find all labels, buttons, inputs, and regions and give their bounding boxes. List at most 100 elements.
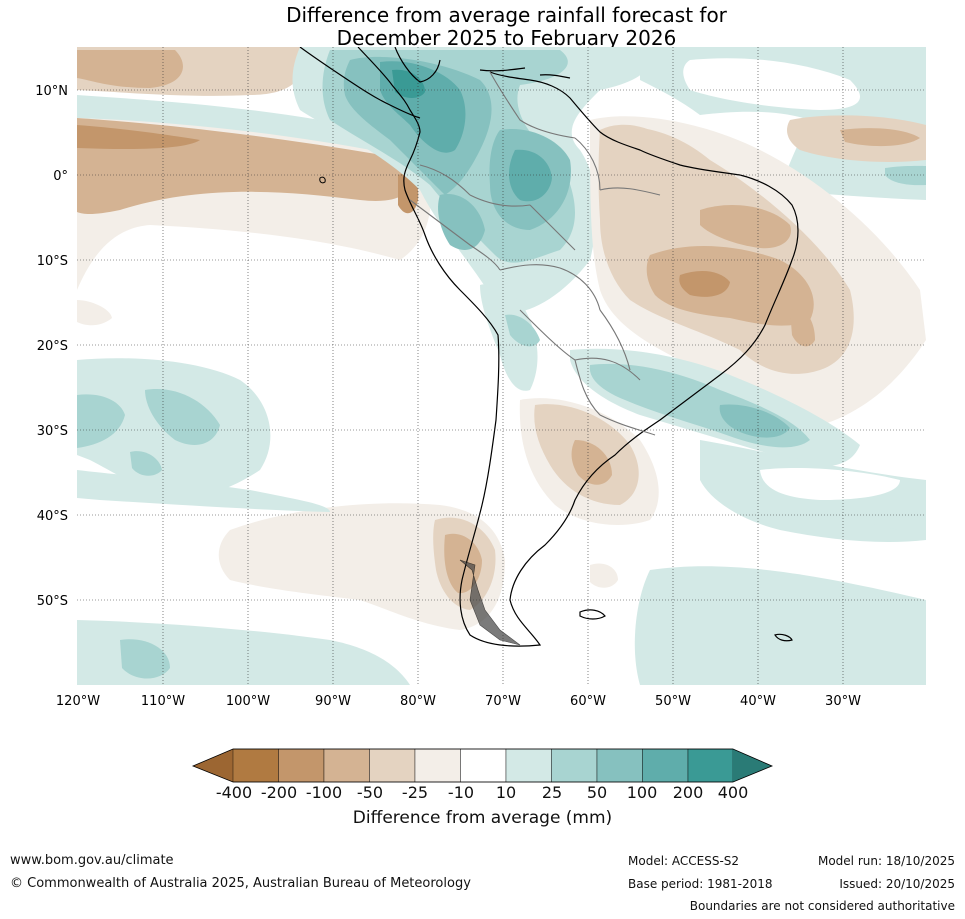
anomaly-wet-southern-pacific-core <box>120 639 170 679</box>
anomaly-dry-brazil-peak <box>679 270 730 297</box>
latitude-labels: 10°N 0° 10°S 20°S 30°S 40°S 50°S <box>35 84 68 609</box>
lon-label-60w: 60°W <box>570 694 606 709</box>
title-line-1: Difference from average rainfall forecas… <box>286 3 727 27</box>
footer-base-period: Base period: 1981-2018 <box>628 877 773 891</box>
lon-label-80w: 80°W <box>400 694 436 709</box>
footer-website-link[interactable]: www.bom.gov.au/climate <box>10 853 174 868</box>
anomaly-dry-argentina-core <box>571 440 612 485</box>
colorbar-segment-3 <box>323 748 370 783</box>
anomaly-wet-bolivia <box>480 284 538 391</box>
colorbar-segment-9 <box>596 748 643 783</box>
colorbar-segment-11 <box>687 748 734 783</box>
colorbar-label-10: 10 <box>495 783 517 802</box>
colorbar-segment-10 <box>642 748 689 783</box>
colorbar-label-400: 400 <box>717 783 749 802</box>
anomaly-wet-southeast-brazil-core <box>719 404 790 438</box>
colorbar-segment-8 <box>551 748 598 783</box>
lon-label-70w: 70°W <box>485 694 521 709</box>
colorbar <box>191 748 774 783</box>
lon-label-40w: 40°W <box>740 694 776 709</box>
colorbar-label-minus-100: -100 <box>305 783 343 802</box>
anomaly-wet-bolivia-light <box>505 314 540 347</box>
footer-issued: Issued: 20/10/2025 <box>839 877 955 891</box>
colorbar-segment-6 <box>460 748 507 783</box>
colorbar-label-minus-400: -400 <box>215 783 253 802</box>
anomaly-wet-peru <box>438 194 485 250</box>
anomaly-wet-east-atlantic-band <box>860 507 926 531</box>
anomaly-dry-patagonia-core <box>444 533 482 594</box>
galapagos-islands <box>319 176 326 184</box>
rainfall-anomaly-field <box>77 47 926 685</box>
lon-label-30w: 30°W <box>825 694 861 709</box>
footer-model: Model: ACCESS-S2 <box>628 854 740 868</box>
lon-label-50w: 50°W <box>655 694 691 709</box>
colorbar-label-minus-10: -10 <box>447 783 475 802</box>
colorbar-label-50: 50 <box>586 783 608 802</box>
colorbar-segment-5 <box>414 748 461 783</box>
colorbar-label-minus-25: -25 <box>401 783 429 802</box>
colorbar-label-minus-200: -200 <box>260 783 298 802</box>
footer-disclaimer: Boundaries are not considered authoritat… <box>689 899 955 913</box>
longitude-labels: 120°W 110°W 100°W 90°W 80°W 70°W 60°W 50… <box>56 694 861 709</box>
central-america-coastline <box>299 47 421 119</box>
colorbar-segment-7 <box>505 748 552 783</box>
yucatan-coastline <box>394 47 441 83</box>
anomaly-wet-amazon-core <box>508 149 552 202</box>
anomaly-wet-se-pacific-east <box>145 389 220 445</box>
anomaly-dry-eastern-brazil-coast <box>790 309 815 347</box>
anomaly-dry-atlantic-patch-core <box>840 128 920 147</box>
colorbar-segment-4 <box>369 748 416 783</box>
anomaly-dry-pacific-north-inner <box>77 50 183 88</box>
anomaly-dry-northeast-brazil <box>700 205 791 249</box>
anomaly-dry-ecuador-coast <box>398 173 419 214</box>
colorbar-segment-2 <box>278 748 325 783</box>
map-gridlines <box>77 47 926 685</box>
title-line-2: December 2025 to February 2026 <box>336 26 677 50</box>
colorbar-label-100: 100 <box>626 783 658 802</box>
footer-copyright: © Commonwealth of Australia 2025, Austra… <box>10 876 471 891</box>
anomaly-wet-atlantic-east <box>885 165 926 186</box>
colorbar-arrow-low <box>193 749 233 782</box>
lat-label-50s: 50°S <box>37 594 68 609</box>
colorbar-label-25: 25 <box>541 783 563 802</box>
colorbar-title: Difference from average (mm) <box>352 808 613 828</box>
falkland-islands <box>579 609 606 620</box>
lat-label-10n: 10°N <box>35 84 68 99</box>
anomaly-dry-equatorial-pacific-core <box>77 125 200 150</box>
map-title: Difference from average rainfall forecas… <box>0 4 965 50</box>
lon-label-90w: 90°W <box>315 694 351 709</box>
anomaly-wet-south-atlantic-lower <box>634 566 926 685</box>
anomaly-dry-brazil-core <box>646 245 814 326</box>
anomaly-wet-colombia-peak <box>392 69 425 98</box>
anomaly-dry-patagonia-coast <box>590 563 618 588</box>
colorbar-arrow-high <box>733 749 772 782</box>
colorbar-outline <box>191 748 774 783</box>
south-america-coastline <box>357 47 799 647</box>
anomaly-wet-pacific-strip <box>77 470 330 512</box>
lon-label-100w: 100°W <box>226 694 270 709</box>
colorbar-segment-1 <box>232 748 279 783</box>
colorbar-label-minus-50: -50 <box>356 783 384 802</box>
anomaly-wet-se-pacific-mid <box>77 394 125 448</box>
south-georgia <box>774 633 793 642</box>
colorbar-label-200: 200 <box>672 783 704 802</box>
footer-model-run: Model run: 18/10/2025 <box>817 854 955 868</box>
lat-label-20s: 20°S <box>37 339 68 354</box>
anomaly-wet-se-pacific-south <box>130 451 162 476</box>
anomaly-neutral-south-atlantic-gap <box>760 468 900 500</box>
country-borders <box>409 71 661 436</box>
lon-label-120w: 120°W <box>56 694 100 709</box>
lat-label-0: 0° <box>53 169 68 184</box>
anomaly-wet-pacific-band <box>77 95 420 165</box>
anomaly-dry-pacific-subtropic <box>77 300 112 326</box>
lon-label-110w: 110°W <box>141 694 185 709</box>
lat-label-40s: 40°S <box>37 509 68 524</box>
caribbean-islands <box>479 67 571 79</box>
tierra-del-fuego <box>459 559 521 646</box>
anomaly-dry-guiana <box>599 124 665 157</box>
lat-label-30s: 30°S <box>37 424 68 439</box>
land-outlines <box>299 47 799 647</box>
anomaly-neutral-atlantic-gap <box>683 58 860 110</box>
lat-label-10s: 10°S <box>37 254 68 269</box>
